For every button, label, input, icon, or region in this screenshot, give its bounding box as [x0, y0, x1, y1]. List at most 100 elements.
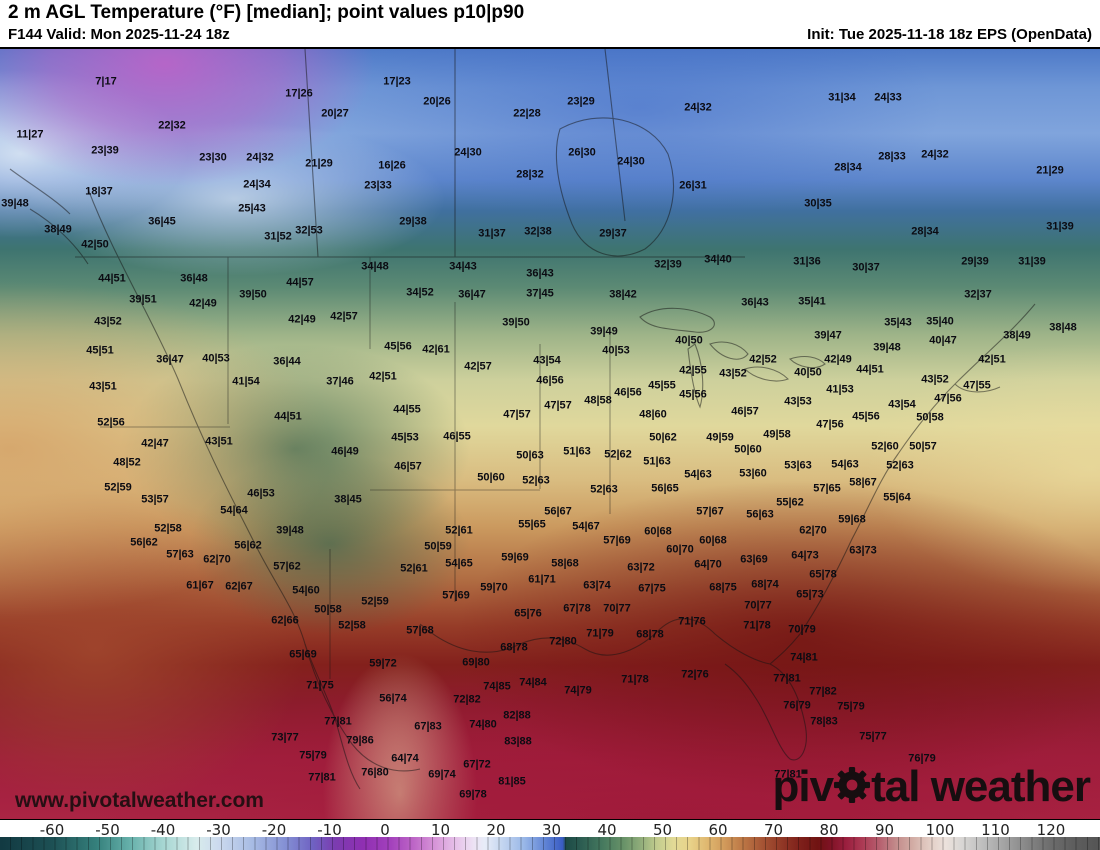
point-value: 43|51 [89, 380, 117, 393]
point-value: 44|51 [98, 272, 126, 285]
point-value: 46|57 [731, 405, 759, 418]
point-value: 31|37 [478, 227, 506, 240]
colorbar-tick-label: 70 [763, 821, 784, 839]
point-value: 45|55 [648, 379, 676, 392]
point-value: 18|37 [85, 185, 113, 198]
point-value: 35|41 [798, 295, 826, 308]
point-value: 40|53 [602, 344, 630, 357]
point-value: 62|70 [799, 524, 827, 537]
colorbar-tick-label: 100 [925, 821, 955, 839]
point-value: 50|60 [477, 471, 505, 484]
point-value: 37|45 [526, 287, 554, 300]
point-value: 69|80 [462, 656, 490, 669]
point-value: 57|62 [273, 560, 301, 573]
point-value: 56|67 [544, 505, 572, 518]
point-value: 68|78 [500, 641, 528, 654]
point-value: 34|48 [361, 260, 389, 273]
point-value: 32|38 [524, 225, 552, 238]
point-value: 68|78 [636, 628, 664, 641]
point-value: 77|81 [773, 672, 801, 685]
point-value: 54|64 [220, 504, 248, 517]
point-value: 45|56 [384, 340, 412, 353]
point-value: 78|83 [810, 715, 838, 728]
point-value: 57|67 [696, 505, 724, 518]
point-value: 52|61 [400, 562, 428, 575]
point-value: 36|43 [526, 267, 554, 280]
point-value: 28|34 [911, 225, 939, 238]
point-value: 44|51 [856, 363, 884, 376]
point-value: 41|54 [232, 375, 260, 388]
point-value: 64|74 [391, 752, 419, 765]
point-value: 38|49 [1003, 329, 1031, 342]
point-value: 46|55 [443, 430, 471, 443]
point-value: 42|47 [141, 437, 169, 450]
point-value: 64|70 [694, 558, 722, 571]
brand-logo-right: tal weather [871, 762, 1091, 811]
point-value: 30|35 [804, 197, 832, 210]
point-value: 24|30 [617, 155, 645, 168]
point-value: 55|65 [518, 518, 546, 531]
point-value: 43|52 [94, 315, 122, 328]
point-value: 75|79 [837, 700, 865, 713]
point-value: 52|61 [445, 524, 473, 537]
point-value: 23|39 [91, 144, 119, 157]
point-value: 31|39 [1046, 220, 1074, 233]
point-value: 54|65 [445, 557, 473, 570]
point-value: 38|48 [1049, 321, 1077, 334]
point-value: 34|40 [704, 253, 732, 266]
point-value: 59|72 [369, 657, 397, 670]
point-value: 81|85 [498, 775, 526, 788]
point-value: 44|57 [286, 276, 314, 289]
colorbar-gradient [0, 837, 1100, 850]
colorbar-tick-label: 90 [874, 821, 895, 839]
point-value: 36|45 [148, 215, 176, 228]
point-value: 48|52 [113, 456, 141, 469]
point-value: 35|43 [884, 316, 912, 329]
point-value: 39|48 [1, 197, 29, 210]
point-value: 52|56 [97, 416, 125, 429]
point-value: 63|73 [849, 544, 877, 557]
point-value: 17|26 [285, 87, 313, 100]
point-value: 23|29 [567, 95, 595, 108]
point-value: 38|45 [334, 493, 362, 506]
point-value: 83|88 [504, 735, 532, 748]
point-value: 61|71 [528, 573, 556, 586]
point-value: 24|34 [243, 178, 271, 191]
point-value: 77|81 [324, 715, 352, 728]
point-value: 74|79 [564, 684, 592, 697]
point-value: 53|57 [141, 493, 169, 506]
point-value: 42|51 [369, 370, 397, 383]
point-value: 40|47 [929, 334, 957, 347]
point-value: 23|33 [364, 179, 392, 192]
colorbar-tick-label: -60 [39, 821, 65, 839]
point-value: 50|59 [424, 540, 452, 553]
point-value: 40|53 [202, 352, 230, 365]
coastline-borders [9, 49, 1036, 790]
point-value: 58|67 [849, 476, 877, 489]
point-value: 39|47 [814, 329, 842, 342]
point-value: 54|67 [572, 520, 600, 533]
point-value: 43|53 [784, 395, 812, 408]
colorbar-tick-label: 80 [819, 821, 839, 839]
point-value: 50|57 [909, 440, 937, 453]
valid-time-text: F144 Valid: Mon 2025-11-24 18z [8, 26, 230, 43]
colorbar-tick-label: 10 [430, 821, 451, 839]
point-value: 43|51 [205, 435, 233, 448]
point-value: 79|86 [346, 734, 374, 747]
colorbar-tick-label: -10 [317, 821, 342, 839]
colorbar-tick-label: 30 [541, 821, 562, 839]
point-value: 39|48 [276, 524, 304, 537]
point-value: 71|78 [743, 619, 771, 632]
point-value: 57|69 [603, 534, 631, 547]
colorbar-tick-label: 20 [486, 821, 506, 839]
colorbar-tick-label: 0 [380, 821, 390, 839]
point-value: 71|79 [586, 627, 614, 640]
point-value: 50|58 [314, 603, 342, 616]
point-value: 52|63 [590, 483, 618, 496]
point-value: 44|51 [274, 410, 302, 423]
point-value: 63|69 [740, 553, 768, 566]
point-value: 42|57 [330, 310, 358, 323]
point-value: 57|65 [813, 482, 841, 495]
colorbar-tick-label: -20 [261, 821, 287, 839]
point-value: 20|26 [423, 95, 451, 108]
